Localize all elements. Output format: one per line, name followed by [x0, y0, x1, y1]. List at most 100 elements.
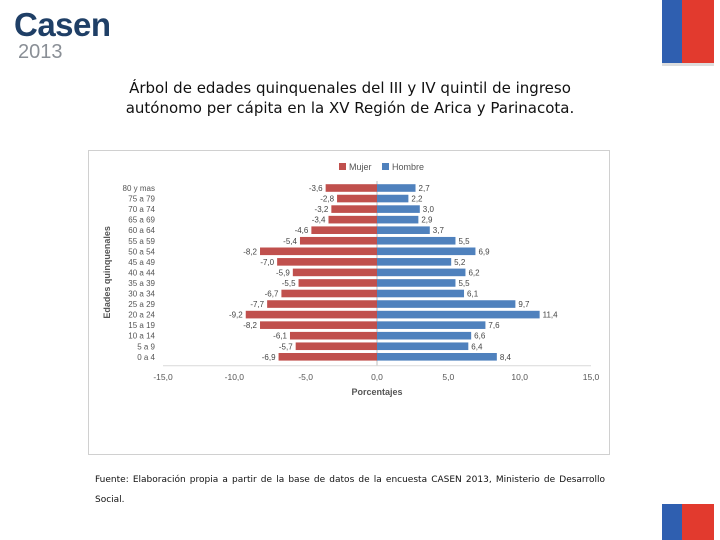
- flag-shadow: [662, 63, 714, 66]
- data-label-hombre: 3,7: [433, 226, 445, 235]
- data-label-hombre: 2,9: [421, 216, 433, 225]
- x-tick-label: 0,0: [371, 372, 383, 382]
- x-tick-label: 10,0: [511, 372, 528, 382]
- data-label-hombre: 2,2: [411, 195, 423, 204]
- flag-decoration-bottom: [662, 504, 714, 540]
- data-label-mujer: -5,9: [276, 268, 290, 277]
- bar-mujer: [278, 353, 377, 361]
- page-title: Árbol de edades quinquenales del III y I…: [125, 79, 575, 117]
- y-tick-label: 35 a 39: [128, 279, 155, 288]
- x-tick-label: -15,0: [153, 372, 173, 382]
- x-tick-label: 15,0: [583, 372, 600, 382]
- y-tick-label: 75 a 79: [128, 195, 155, 204]
- data-label-mujer: -5,7: [279, 342, 293, 351]
- flag-decoration-top: [662, 0, 714, 66]
- data-label-hombre: 2,7: [419, 184, 431, 193]
- bar-mujer: [299, 236, 377, 245]
- y-axis-title: Edades quinquenales: [102, 226, 112, 319]
- y-tick-label: 55 a 59: [128, 237, 155, 246]
- data-label-mujer: -6,1: [273, 332, 287, 341]
- population-pyramid-chart: Mujer Hombre 80 y mas -3,6 2,7 75 a 79 -2,8 2,2…: [88, 150, 610, 455]
- bar-mujer: [337, 194, 377, 203]
- data-label-mujer: -2,8: [320, 195, 334, 204]
- data-label-hombre: 5,5: [458, 237, 470, 246]
- y-tick-label: 0 a 4: [137, 353, 155, 362]
- flag-blue-stripe: [662, 0, 682, 66]
- bar-hombre: [377, 236, 456, 245]
- logo-year: 2013: [18, 41, 63, 63]
- bar-hombre: [377, 226, 430, 234]
- y-tick-label: 30 a 34: [128, 290, 155, 299]
- bar-mujer: [328, 215, 377, 224]
- bar-hombre: [377, 268, 466, 277]
- flag-red-stripe: [682, 504, 714, 540]
- y-tick-label: 60 a 64: [128, 226, 155, 235]
- y-tick-label: 15 a 19: [128, 321, 155, 330]
- x-tick-label: -10,0: [225, 372, 245, 382]
- data-label-hombre: 7,6: [488, 321, 500, 330]
- data-label-hombre: 8,4: [500, 353, 512, 362]
- bar-hombre: [377, 289, 465, 298]
- y-tick-label: 50 a 54: [128, 247, 155, 256]
- data-label-mujer: -4,6: [295, 226, 309, 235]
- legend-swatch-mujer: [339, 163, 346, 170]
- flag-blue-stripe: [662, 504, 682, 540]
- y-tick-label: 25 a 29: [128, 300, 155, 309]
- bar-hombre: [377, 353, 497, 361]
- data-label-mujer: -6,9: [262, 353, 276, 362]
- bar-mujer: [311, 226, 377, 234]
- casen-logo: Casen 2013: [14, 6, 111, 63]
- bar-hombre: [377, 331, 472, 340]
- y-tick-label: 40 a 44: [128, 268, 155, 277]
- bar-mujer: [245, 310, 377, 319]
- bar-mujer: [281, 289, 377, 298]
- bar-hombre: [377, 310, 540, 319]
- x-tick-label: -5,0: [298, 372, 313, 382]
- bar-mujer: [331, 205, 377, 213]
- data-label-hombre: 11,4: [543, 311, 559, 320]
- bar-mujer: [298, 279, 377, 287]
- data-label-mujer: -5,4: [283, 237, 297, 246]
- bar-mujer: [277, 258, 377, 266]
- bar-hombre: [377, 300, 516, 308]
- data-label-hombre: 9,7: [518, 300, 530, 309]
- data-label-hombre: 5,5: [458, 279, 470, 288]
- bar-hombre: [377, 247, 476, 256]
- logo-name: Casen: [14, 6, 111, 43]
- bar-mujer: [292, 268, 377, 277]
- data-label-mujer: -5,5: [282, 279, 296, 288]
- bar-hombre: [377, 194, 409, 203]
- y-tick-label: 80 y mas: [123, 184, 155, 193]
- y-tick-label: 45 a 49: [128, 258, 155, 267]
- flag-red-stripe: [682, 0, 714, 66]
- bar-hombre: [377, 321, 486, 329]
- data-label-mujer: -9,2: [229, 311, 243, 320]
- y-tick-label: 5 a 9: [137, 342, 155, 351]
- x-axis-title: Porcentajes: [351, 387, 402, 397]
- bar-mujer: [260, 321, 377, 329]
- bar-mujer: [260, 247, 377, 256]
- bar-hombre: [377, 215, 419, 224]
- data-label-mujer: -3,6: [309, 184, 323, 193]
- data-label-mujer: -3,4: [312, 216, 326, 225]
- y-tick-label: 65 a 69: [128, 216, 155, 225]
- bar-hombre: [377, 258, 452, 266]
- data-label-mujer: -8,2: [243, 247, 257, 256]
- data-label-hombre: 6,9: [478, 247, 490, 256]
- data-label-mujer: -3,2: [315, 205, 329, 214]
- legend-swatch-hombre: [382, 163, 389, 170]
- data-label-mujer: -6,7: [265, 290, 279, 299]
- x-tick-label: 5,0: [442, 372, 454, 382]
- bar-mujer: [289, 331, 377, 340]
- source-footnote: Fuente: Elaboración propia a partir de l…: [95, 475, 605, 505]
- bar-hombre: [377, 184, 416, 192]
- data-label-hombre: 6,1: [467, 290, 479, 299]
- data-label-hombre: 6,2: [468, 268, 480, 277]
- bar-hombre: [377, 205, 420, 213]
- data-label-hombre: 5,2: [454, 258, 466, 267]
- bar-mujer: [295, 342, 377, 351]
- bar-hombre: [377, 279, 456, 287]
- bar-mujer: [267, 300, 377, 308]
- y-tick-label: 10 a 14: [128, 332, 155, 341]
- legend-label-hombre: Hombre: [392, 162, 424, 172]
